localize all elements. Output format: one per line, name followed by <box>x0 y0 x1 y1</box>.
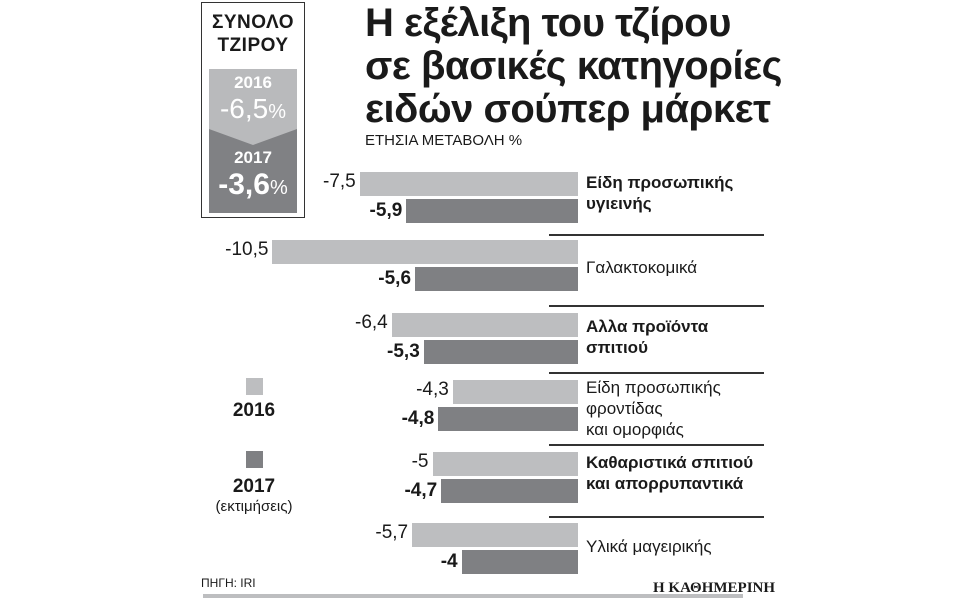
category-label: Γαλακτοκομικά <box>586 257 697 278</box>
value-label-2016: -4,3 <box>416 379 449 400</box>
category-label: Είδη προσωπικής υγιεινής <box>586 172 733 214</box>
row-divider <box>549 372 764 374</box>
category-label-line: Υλικά μαγειρικής <box>586 537 712 556</box>
title-line-2: σε βασικές κατηγορίες <box>365 44 782 88</box>
legend-label-2017: 2017 <box>232 476 276 497</box>
value-label-2016: -7,5 <box>323 171 356 192</box>
total-2016-year: 2016 <box>234 73 272 92</box>
bar-2017 <box>406 199 578 223</box>
value-label-2016: -5,7 <box>375 522 409 543</box>
bar-2016 <box>432 452 578 476</box>
category-label-line: Είδη προσωπικής <box>586 378 721 397</box>
value-label-2017: -4,7 <box>404 480 438 501</box>
bar-2016 <box>452 380 578 404</box>
category-label: Είδη προσωπικής φροντίδας και ομορφιάς <box>586 377 721 440</box>
chart-title: Η εξέλιξη του τζίρου σε βασικές κατηγορί… <box>365 2 782 131</box>
row-divider <box>549 516 764 518</box>
row-divider <box>549 234 764 236</box>
legend-note-2017: (εκτιμήσεις) <box>215 498 293 515</box>
total-2016-panel <box>209 69 297 129</box>
category-label-line: Είδη προσωπικής <box>586 173 734 192</box>
value-label-2016: -6,4 <box>355 312 388 333</box>
row-divider <box>549 444 764 446</box>
category-label-line: Καθαριστικά σπιτιού <box>586 453 754 472</box>
legend-swatch-2017 <box>246 451 263 468</box>
total-2017-value: -3,6% <box>218 168 288 201</box>
bar-2016 <box>359 172 578 196</box>
bar-2017 <box>438 407 578 431</box>
category-label-line: φροντίδας <box>586 399 663 418</box>
down-arrow-icon <box>209 129 297 145</box>
category-label: Υλικά μαγειρικής <box>586 536 712 557</box>
category-label-line: και απορρυπαντικά <box>586 474 744 493</box>
total-2017-year: 2017 <box>234 148 272 167</box>
footer-divider <box>203 594 743 598</box>
title-line-1: Η εξέλιξη του τζίρου <box>365 1 731 45</box>
total-turnover-box: ΣΥΝΟΛΟ ΤΖΙΡΟΥ 2016 -6,5% 2017 -3,6% <box>201 2 305 218</box>
bar-2017 <box>441 479 578 503</box>
category-label-line: σπιτιού <box>586 338 648 357</box>
total-2016-value: -6,5% <box>219 93 287 124</box>
chart-subtitle: ΕΤΗΣΙΑ ΜΕΤΑΒΟΛΗ % <box>365 132 523 149</box>
bar-2016 <box>272 240 578 264</box>
bar-2017 <box>415 267 578 291</box>
value-label-2016: -10,5 <box>225 239 269 260</box>
value-label-2017: -4,8 <box>401 408 435 429</box>
brand-logo: Η ΚΑΘΗΜΕΡΙΝΗ <box>653 580 776 596</box>
bar-2017 <box>461 550 578 574</box>
total-title-line1: ΣΥΝΟΛΟ <box>211 12 294 33</box>
category-label: Καθαριστικά σπιτιού και απορρυπαντικά <box>586 452 753 494</box>
legend-label-2016: 2016 <box>232 400 276 421</box>
row-divider <box>549 305 764 307</box>
value-label-2017: -5,3 <box>387 341 420 362</box>
category-label-line: Αλλα προϊόντα <box>586 317 709 336</box>
total-turnover-title: ΣΥΝΟΛΟ ΤΖΙΡΟΥ <box>202 11 304 57</box>
bar-2017 <box>423 340 578 364</box>
bar-2016 <box>412 523 578 547</box>
title-line-3: ειδών σούπερ μάρκετ <box>365 87 771 131</box>
total-title-line2: ΤΖΙΡΟΥ <box>217 35 289 56</box>
source-note: ΠΗΓΗ: IRI <box>201 576 256 590</box>
legend-swatch-2016 <box>246 378 263 395</box>
category-label-line: υγιεινής <box>586 194 652 213</box>
value-label-2017: -5,9 <box>369 200 403 221</box>
category-label-line: Γαλακτοκομικά <box>586 258 698 277</box>
bar-2016 <box>391 313 578 337</box>
category-label: Αλλα προϊόντα σπιτιού <box>586 316 708 358</box>
value-label-2017: -5,6 <box>378 268 412 289</box>
category-label-line: και ομορφιάς <box>586 420 684 439</box>
value-label-2017: -4 <box>440 551 458 572</box>
value-label-2016: -5 <box>411 451 429 472</box>
